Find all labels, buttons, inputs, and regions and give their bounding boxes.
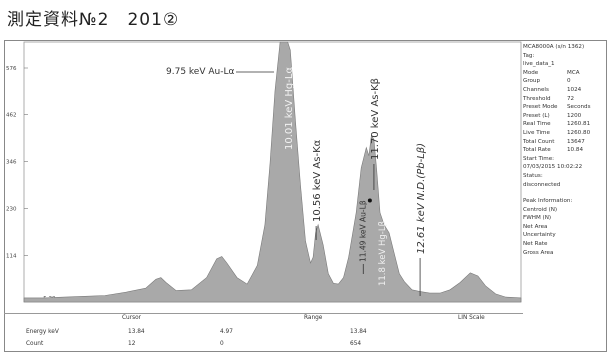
status-row: Preset (L) 1200: [523, 112, 607, 121]
status-row: Preset Mode Seconds: [523, 103, 607, 112]
y-tick-label: 576: [6, 66, 17, 72]
tag-value: live_data_1: [523, 61, 555, 68]
info-panel: MCA8000A (s/n 1362) Tag: live_data_1 Mod…: [523, 43, 607, 343]
header-scale[interactable]: LIN Scale: [458, 315, 485, 321]
status-row-value: 1260.81: [567, 121, 591, 128]
peak-info-line: Gross Area: [523, 249, 554, 256]
status-row-value: 10.84: [567, 147, 584, 154]
status-row-value: MCA: [567, 69, 580, 76]
y-tick-label: 230: [6, 207, 17, 213]
start-time-label: Start Time:: [523, 155, 555, 162]
status-row-value: 1024: [567, 86, 582, 93]
count-range-start: 0: [220, 341, 224, 347]
count-label: Count: [26, 341, 44, 347]
peak-info-line: Uncertainty: [523, 232, 556, 239]
status-row-label: Preset Mode: [523, 104, 558, 111]
header-range: Range: [304, 315, 323, 321]
peak-info-line: Net Rate: [523, 241, 548, 248]
count-range-end: 654: [350, 341, 362, 347]
status-row-label: Threshold: [523, 95, 551, 102]
y-tick-label: 114: [6, 254, 17, 260]
annotation-pb-lb: 12.61 keV N.D.(Pb-Lβ): [416, 143, 427, 254]
y-tick-label: 462: [6, 112, 17, 118]
annotation-hg-lb: 11.8 keV Hg-Lβ: [378, 221, 388, 286]
energy-cursor: 13.84: [128, 329, 145, 335]
status-row: Threshold 72: [523, 95, 607, 104]
device-header: MCA8000A (s/n 1362): [523, 44, 585, 50]
status-row-label: Real Time: [523, 121, 551, 128]
status-row: Total Rate 10.84: [523, 146, 607, 155]
energy-range-start: 4.97: [220, 329, 233, 335]
status-label: Status:: [523, 172, 543, 179]
annotation-au-la: 9.75 keV Au-Lα: [166, 67, 234, 77]
status-row-value: 13647: [567, 138, 585, 145]
annotation-hg-la: 10.01 keV Hg-Lα: [284, 67, 295, 150]
status-row-label: Group: [523, 78, 541, 85]
status-row-value: 0: [567, 78, 571, 85]
status-row: Group 0: [523, 77, 607, 86]
y-tick-label: 346: [6, 159, 17, 165]
status-row-label: Total Rate: [523, 147, 551, 154]
cursor-range-table: Cursor Range LIN Scale Energy keV 13.84 …: [4, 313, 523, 353]
hg-lb-marker: [367, 198, 372, 203]
status-row: Real Time 1260.81: [523, 120, 607, 129]
status-row-label: Live Time: [523, 129, 550, 136]
status-row: Channels 1024: [523, 86, 607, 95]
count-cursor: 12: [128, 341, 136, 347]
energy-label: Energy keV: [26, 329, 59, 335]
header-cursor: Cursor: [122, 315, 142, 321]
annotation-as-ka: 10.56 keV As-Kα: [312, 139, 323, 222]
peak-information: Peak Information: Centroid (N) FWHM (N) Net…: [523, 197, 607, 257]
status-row-label: Preset (L): [523, 112, 550, 119]
status-row-value: 1260.80: [567, 129, 591, 136]
status-row-label: Channels: [523, 86, 549, 93]
energy-range-end: 13.84: [350, 329, 367, 335]
tag-label: Tag:: [523, 52, 535, 59]
spectrum-area: [23, 41, 522, 303]
status-row-label: Mode: [523, 69, 539, 76]
page-title: 測定資料№2 201②: [7, 10, 180, 30]
status-value: disconnected: [523, 181, 561, 188]
peak-info-line: FWHM (N): [523, 215, 552, 222]
peak-info-line: Net Area: [523, 223, 548, 230]
status-row-label: Total Count: [523, 138, 555, 145]
peak-info-line: Centroid (N): [523, 206, 558, 213]
annotation-au-lb: 11.49 keV Au-Lβ: [358, 200, 367, 262]
status-row: Mode MCA: [523, 69, 607, 78]
status-row: Total Count 13647: [523, 138, 607, 147]
peak-info-line: Peak Information:: [523, 198, 573, 205]
status-row-value: 1200: [567, 112, 582, 119]
status-rows: Mode MCA Group 0 Channels 1024 Threshold 72 Pres…: [523, 69, 607, 155]
start-time-value: 07/03/2015 10:02:22: [523, 164, 583, 171]
status-row: Live Time 1260.80: [523, 129, 607, 138]
status-row-value: Seconds: [567, 104, 591, 111]
annotation-as-kb: 11.70 keV As-Kβ: [370, 78, 381, 160]
status-row-value: 72: [567, 95, 575, 102]
